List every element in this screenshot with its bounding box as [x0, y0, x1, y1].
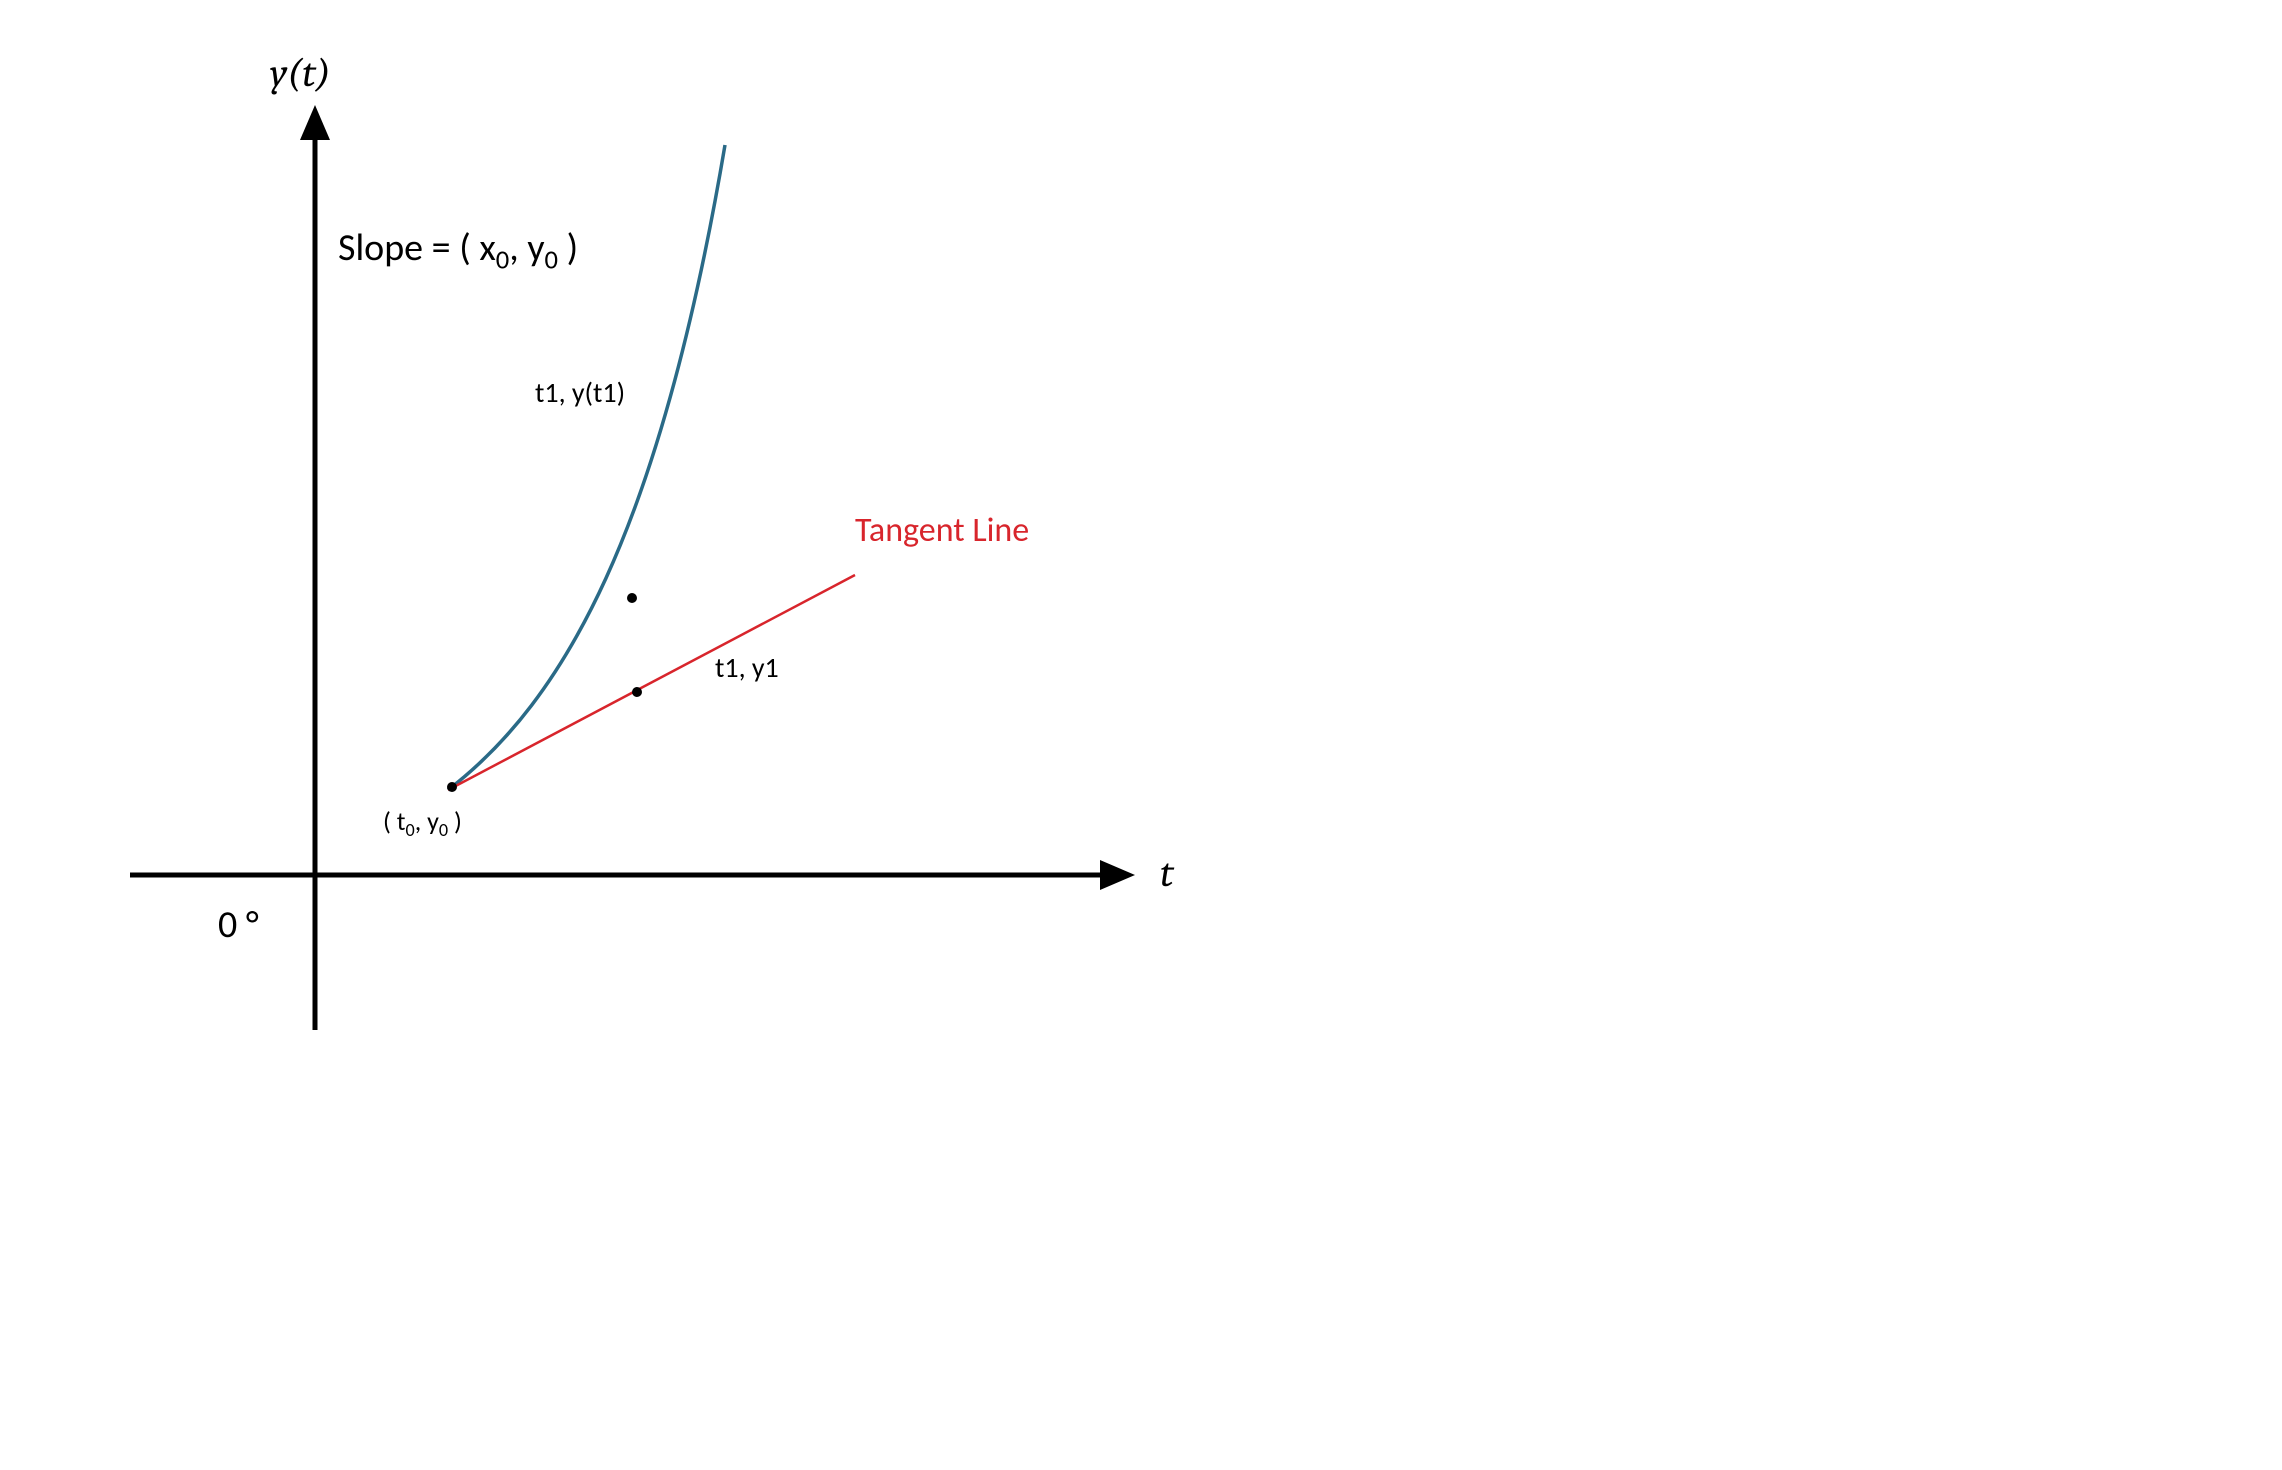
tangent-line: [448, 575, 855, 790]
slope-text-mid: , y: [509, 225, 544, 271]
point-t1-yt1-label: t1, y(t1): [535, 375, 625, 410]
point-t0-y0: [447, 782, 457, 792]
x-axis-label: t: [1160, 850, 1174, 896]
tangent-line-label: Tangent Line: [855, 510, 1029, 551]
slope-sub1: 0: [496, 245, 509, 277]
origin-label: 0 °: [218, 902, 259, 948]
t1yt1-text: t1, y(t1): [535, 375, 625, 410]
t0y0-suffix: ): [448, 805, 462, 837]
tangent-line-label-text: Tangent Line: [855, 510, 1029, 551]
point-t1-y1-label: t1, y1: [715, 650, 779, 685]
point-t1-y1-tangent: [632, 687, 642, 697]
y-axis-label-text: y(t): [270, 50, 331, 96]
slope-annotation: Slope = ( x0, y0 ): [338, 225, 578, 277]
euler-method-diagram: y(t) t 0 ° Slope = ( x0, y0 ) Tangent Li…: [0, 0, 2282, 1470]
t0y0-sub2: 0: [439, 819, 448, 841]
slope-sub2: 0: [545, 245, 558, 277]
diagram-svg: [0, 0, 2282, 1470]
x-axis-arrow: [1100, 860, 1135, 890]
point-t0-y0-label: ( t0, y0 ): [383, 805, 462, 841]
t0y0-prefix: ( t: [383, 805, 405, 837]
origin-label-text: 0 °: [218, 902, 259, 948]
x-axis-label-text: t: [1160, 850, 1174, 896]
t0y0-sub1: 0: [405, 819, 414, 841]
t1y1-text: t1, y1: [715, 650, 779, 685]
y-axis-arrow: [300, 105, 330, 140]
point-t1-yt1-curve: [627, 593, 637, 603]
slope-text-prefix: Slope = ( x: [338, 225, 496, 271]
y-axis-label: y(t): [270, 50, 331, 96]
t0y0-mid: , y: [415, 805, 439, 837]
slope-text-suffix: ): [558, 225, 578, 271]
